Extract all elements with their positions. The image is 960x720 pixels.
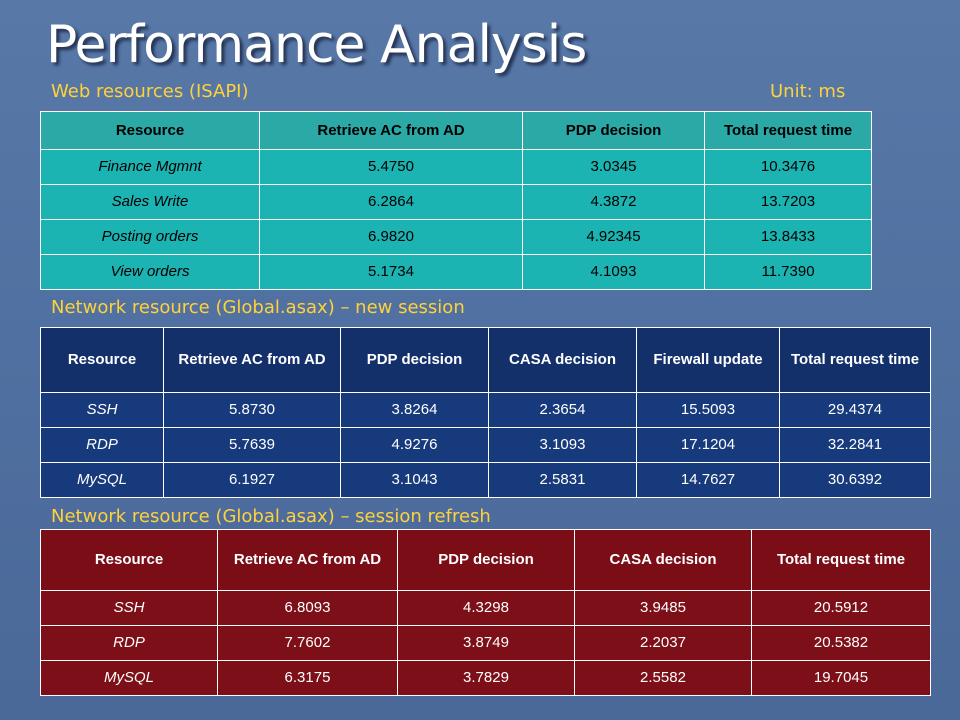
table-row: SSH 5.8730 3.8264 2.3654 15.5093 29.4374 xyxy=(40,392,931,428)
table-cell: 20.5912 xyxy=(751,590,931,626)
table-cell: 5.8730 xyxy=(163,392,341,428)
table-cell: 17.1204 xyxy=(636,427,780,463)
table-cell: 6.8093 xyxy=(217,590,398,626)
resource-cell: SSH xyxy=(40,590,218,626)
table-row: Finance Mgmnt 5.4750 3.0345 10.3476 xyxy=(40,149,872,185)
resource-cell: RDP xyxy=(40,427,164,463)
table-cell: 2.2037 xyxy=(574,625,752,661)
table-cell: 14.7627 xyxy=(636,462,780,498)
table-cell: 4.92345 xyxy=(522,219,705,255)
table-cell: 2.3654 xyxy=(488,392,637,428)
table-cell: 19.7045 xyxy=(751,660,931,696)
table-header-row: Resource Retrieve AC from AD PDP decisio… xyxy=(40,529,931,591)
column-header: Total request time xyxy=(704,111,872,150)
table-cell: 10.3476 xyxy=(704,149,872,185)
table-cell: 3.1043 xyxy=(340,462,489,498)
table-row: MySQL 6.3175 3.7829 2.5582 19.7045 xyxy=(40,660,931,696)
table-cell: 6.1927 xyxy=(163,462,341,498)
table-cell: 2.5831 xyxy=(488,462,637,498)
column-header: PDP decision xyxy=(340,327,489,393)
column-header: PDP decision xyxy=(522,111,705,150)
column-header: CASA decision xyxy=(488,327,637,393)
table-row: View orders 5.1734 4.1093 11.7390 xyxy=(40,254,872,290)
table-cell: 4.3298 xyxy=(397,590,575,626)
table-row: RDP 7.7602 3.8749 2.2037 20.5382 xyxy=(40,625,931,661)
column-header: Retrieve AC from AD xyxy=(217,529,398,591)
web-resources-table: Resource Retrieve AC from AD PDP decisio… xyxy=(40,111,872,290)
resource-cell: Posting orders xyxy=(40,219,260,255)
table-row: Sales Write 6.2864 4.3872 13.7203 xyxy=(40,184,872,220)
table-row: MySQL 6.1927 3.1043 2.5831 14.7627 30.63… xyxy=(40,462,931,498)
table-cell: 3.8749 xyxy=(397,625,575,661)
column-header: Resource xyxy=(40,529,218,591)
table-cell: 2.5582 xyxy=(574,660,752,696)
table-cell: 3.9485 xyxy=(574,590,752,626)
table-row: Posting orders 6.9820 4.92345 13.8433 xyxy=(40,219,872,255)
table-cell: 3.1093 xyxy=(488,427,637,463)
table-cell: 13.8433 xyxy=(704,219,872,255)
table-cell: 11.7390 xyxy=(704,254,872,290)
table-cell: 4.1093 xyxy=(522,254,705,290)
column-header: Resource xyxy=(40,111,260,150)
table-cell: 5.4750 xyxy=(259,149,523,185)
unit-label: Unit: ms xyxy=(770,81,846,102)
table-cell: 7.7602 xyxy=(217,625,398,661)
table-cell: 15.5093 xyxy=(636,392,780,428)
table-row: RDP 5.7639 4.9276 3.1093 17.1204 32.2841 xyxy=(40,427,931,463)
column-header: Total request time xyxy=(779,327,931,393)
table-cell: 6.9820 xyxy=(259,219,523,255)
table-cell: 5.1734 xyxy=(259,254,523,290)
table-cell: 4.9276 xyxy=(340,427,489,463)
table-cell: 6.2864 xyxy=(259,184,523,220)
table-row: SSH 6.8093 4.3298 3.9485 20.5912 xyxy=(40,590,931,626)
resource-cell: Sales Write xyxy=(40,184,260,220)
session-refresh-table: Resource Retrieve AC from AD PDP decisio… xyxy=(40,529,931,696)
new-session-heading: Network resource (Global.asax) – new ses… xyxy=(51,297,465,318)
table-cell: 20.5382 xyxy=(751,625,931,661)
session-refresh-heading: Network resource (Global.asax) – session… xyxy=(51,506,491,527)
table-cell: 6.3175 xyxy=(217,660,398,696)
table-header-row: Resource Retrieve AC from AD PDP decisio… xyxy=(40,111,872,150)
table-cell: 29.4374 xyxy=(779,392,931,428)
resource-cell: Finance Mgmnt xyxy=(40,149,260,185)
resource-cell: MySQL xyxy=(40,660,218,696)
column-header: Firewall update xyxy=(636,327,780,393)
table-cell: 3.7829 xyxy=(397,660,575,696)
table-cell: 13.7203 xyxy=(704,184,872,220)
column-header: PDP decision xyxy=(397,529,575,591)
table-header-row: Resource Retrieve AC from AD PDP decisio… xyxy=(40,327,931,393)
table-cell: 4.3872 xyxy=(522,184,705,220)
column-header: Total request time xyxy=(751,529,931,591)
table-cell: 30.6392 xyxy=(779,462,931,498)
column-header: CASA decision xyxy=(574,529,752,591)
resource-cell: SSH xyxy=(40,392,164,428)
new-session-table: Resource Retrieve AC from AD PDP decisio… xyxy=(40,327,931,498)
resource-cell: MySQL xyxy=(40,462,164,498)
column-header: Retrieve AC from AD xyxy=(163,327,341,393)
table-cell: 5.7639 xyxy=(163,427,341,463)
column-header: Retrieve AC from AD xyxy=(259,111,523,150)
table-cell: 3.8264 xyxy=(340,392,489,428)
web-resources-heading: Web resources (ISAPI) xyxy=(51,81,249,102)
table-cell: 3.0345 xyxy=(522,149,705,185)
table-cell: 32.2841 xyxy=(779,427,931,463)
column-header: Resource xyxy=(40,327,164,393)
page-title: Performance Analysis xyxy=(46,15,587,75)
resource-cell: View orders xyxy=(40,254,260,290)
resource-cell: RDP xyxy=(40,625,218,661)
